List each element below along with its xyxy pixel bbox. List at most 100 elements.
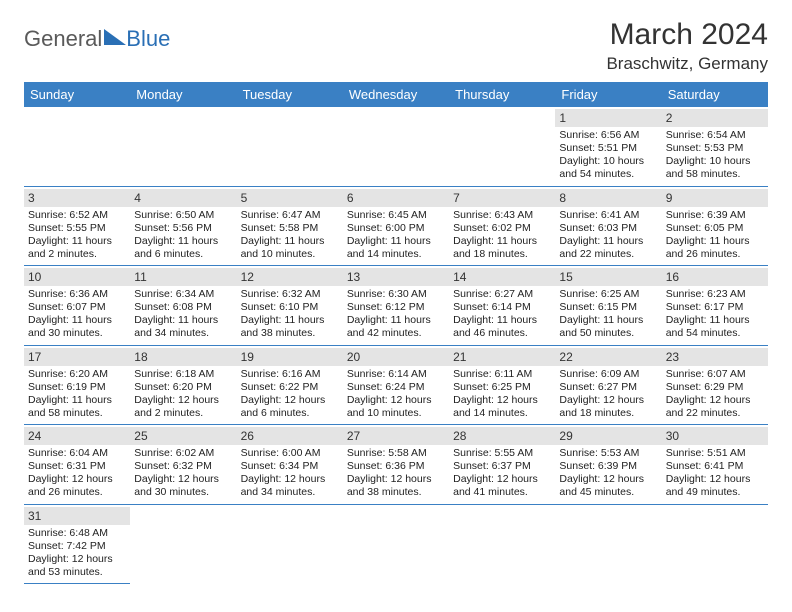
daylight-text: Daylight: 12 hours and 26 minutes. <box>28 473 126 499</box>
day-details: Sunrise: 6:09 AMSunset: 6:27 PMDaylight:… <box>559 368 657 421</box>
calendar-cell: 9Sunrise: 6:39 AMSunset: 6:05 PMDaylight… <box>662 186 768 266</box>
daylight-text: Daylight: 12 hours and 49 minutes. <box>666 473 764 499</box>
sunset-text: Sunset: 6:08 PM <box>134 301 232 314</box>
sunrise-text: Sunrise: 6:45 AM <box>347 209 445 222</box>
weekday-header: Friday <box>555 82 661 107</box>
daylight-text: Daylight: 12 hours and 41 minutes. <box>453 473 551 499</box>
sunset-text: Sunset: 5:56 PM <box>134 222 232 235</box>
day-number: 27 <box>343 427 449 445</box>
sunset-text: Sunset: 5:51 PM <box>559 142 657 155</box>
sunrise-text: Sunrise: 6:41 AM <box>559 209 657 222</box>
calendar-cell: 27 Sunrise: 5:58 AMSunset: 6:36 PMDayligh… <box>343 425 449 505</box>
calendar-cell <box>130 504 236 584</box>
daylight-text: Daylight: 11 hours and 38 minutes. <box>241 314 339 340</box>
daylight-text: Daylight: 11 hours and 58 minutes. <box>28 394 126 420</box>
day-number: 23 <box>662 348 768 366</box>
day-details: Sunrise: 6:14 AMSunset: 6:24 PMDaylight:… <box>347 368 445 421</box>
day-number: 20 <box>343 348 449 366</box>
daylight-text: Daylight: 12 hours and 22 minutes. <box>666 394 764 420</box>
day-number: 26 <box>237 427 343 445</box>
calendar-cell <box>449 504 555 584</box>
sunset-text: Sunset: 6:10 PM <box>241 301 339 314</box>
sunrise-text: Sunrise: 5:51 AM <box>666 447 764 460</box>
calendar-cell: 18Sunrise: 6:18 AMSunset: 6:20 PMDayligh… <box>130 345 236 425</box>
calendar-cell: 23 Sunrise: 6:07 AMSunset: 6:29 PMDayligh… <box>662 345 768 425</box>
daylight-text: Daylight: 11 hours and 22 minutes. <box>559 235 657 261</box>
sunrise-text: Sunrise: 6:25 AM <box>559 288 657 301</box>
day-number: 1 <box>555 109 661 127</box>
calendar-cell: 25Sunrise: 6:02 AMSunset: 6:32 PMDayligh… <box>130 425 236 505</box>
daylight-text: Daylight: 12 hours and 30 minutes. <box>134 473 232 499</box>
sunset-text: Sunset: 6:39 PM <box>559 460 657 473</box>
day-number: 5 <box>237 189 343 207</box>
calendar-cell: 7Sunrise: 6:43 AMSunset: 6:02 PMDaylight… <box>449 186 555 266</box>
sunset-text: Sunset: 7:42 PM <box>28 540 126 553</box>
day-number: 17 <box>24 348 130 366</box>
sunset-text: Sunset: 6:31 PM <box>28 460 126 473</box>
day-details: Sunrise: 6:02 AMSunset: 6:32 PMDaylight:… <box>134 447 232 500</box>
calendar-cell: 30Sunrise: 5:51 AMSunset: 6:41 PMDayligh… <box>662 425 768 505</box>
sunset-text: Sunset: 5:55 PM <box>28 222 126 235</box>
sunrise-text: Sunrise: 6:18 AM <box>134 368 232 381</box>
calendar-cell <box>237 107 343 186</box>
calendar-cell: 19Sunrise: 6:16 AMSunset: 6:22 PMDayligh… <box>237 345 343 425</box>
sunset-text: Sunset: 6:00 PM <box>347 222 445 235</box>
sunset-text: Sunset: 6:32 PM <box>134 460 232 473</box>
sunrise-text: Sunrise: 6:11 AM <box>453 368 551 381</box>
daylight-text: Daylight: 11 hours and 42 minutes. <box>347 314 445 340</box>
location-label: Braschwitz, Germany <box>606 54 768 74</box>
sunrise-text: Sunrise: 5:58 AM <box>347 447 445 460</box>
calendar-week-row: 31Sunrise: 6:48 AMSunset: 7:42 PMDayligh… <box>24 504 768 584</box>
day-details: Sunrise: 6:23 AMSunset: 6:17 PMDaylight:… <box>666 288 764 341</box>
day-number: 9 <box>662 189 768 207</box>
calendar-cell: 15Sunrise: 6:25 AMSunset: 6:15 PMDayligh… <box>555 266 661 346</box>
daylight-text: Daylight: 11 hours and 30 minutes. <box>28 314 126 340</box>
calendar-body: 1Sunrise: 6:56 AMSunset: 5:51 PMDaylight… <box>24 107 768 584</box>
logo-text-blue: Blue <box>126 26 170 52</box>
sunrise-text: Sunrise: 6:07 AM <box>666 368 764 381</box>
page-header: General Blue March 2024 Braschwitz, Germ… <box>24 18 768 74</box>
day-details: Sunrise: 6:07 AMSunset: 6:29 PMDaylight:… <box>666 368 764 421</box>
day-number: 2 <box>662 109 768 127</box>
day-number: 15 <box>555 268 661 286</box>
daylight-text: Daylight: 11 hours and 54 minutes. <box>666 314 764 340</box>
weekday-header: Sunday <box>24 82 130 107</box>
sunset-text: Sunset: 6:14 PM <box>453 301 551 314</box>
calendar-cell: 31Sunrise: 6:48 AMSunset: 7:42 PMDayligh… <box>24 504 130 584</box>
calendar-week-row: 10Sunrise: 6:36 AMSunset: 6:07 PMDayligh… <box>24 266 768 346</box>
sunrise-text: Sunrise: 6:48 AM <box>28 527 126 540</box>
sunset-text: Sunset: 6:22 PM <box>241 381 339 394</box>
sunset-text: Sunset: 6:36 PM <box>347 460 445 473</box>
daylight-text: Daylight: 11 hours and 50 minutes. <box>559 314 657 340</box>
day-details: Sunrise: 5:55 AMSunset: 6:37 PMDaylight:… <box>453 447 551 500</box>
sunset-text: Sunset: 6:12 PM <box>347 301 445 314</box>
calendar-cell <box>237 504 343 584</box>
sunrise-text: Sunrise: 6:50 AM <box>134 209 232 222</box>
day-details: Sunrise: 6:11 AMSunset: 6:25 PMDaylight:… <box>453 368 551 421</box>
calendar-week-row: 1Sunrise: 6:56 AMSunset: 5:51 PMDaylight… <box>24 107 768 186</box>
title-block: March 2024 Braschwitz, Germany <box>606 18 768 74</box>
day-number: 16 <box>662 268 768 286</box>
weekday-header: Saturday <box>662 82 768 107</box>
daylight-text: Daylight: 11 hours and 46 minutes. <box>453 314 551 340</box>
calendar-cell <box>555 504 661 584</box>
daylight-text: Daylight: 12 hours and 34 minutes. <box>241 473 339 499</box>
calendar-cell: 4Sunrise: 6:50 AMSunset: 5:56 PMDaylight… <box>130 186 236 266</box>
weekday-header: Thursday <box>449 82 555 107</box>
calendar-cell: 29Sunrise: 5:53 AMSunset: 6:39 PMDayligh… <box>555 425 661 505</box>
day-number: 4 <box>130 189 236 207</box>
day-number: 13 <box>343 268 449 286</box>
calendar-cell: 16 Sunrise: 6:23 AMSunset: 6:17 PMDayligh… <box>662 266 768 346</box>
day-details: Sunrise: 6:36 AMSunset: 6:07 PMDaylight:… <box>28 288 126 341</box>
sunrise-text: Sunrise: 6:39 AM <box>666 209 764 222</box>
daylight-text: Daylight: 11 hours and 34 minutes. <box>134 314 232 340</box>
daylight-text: Daylight: 12 hours and 18 minutes. <box>559 394 657 420</box>
sunrise-text: Sunrise: 6:02 AM <box>134 447 232 460</box>
daylight-text: Daylight: 12 hours and 53 minutes. <box>28 553 126 579</box>
day-details: Sunrise: 5:58 AMSunset: 6:36 PMDaylight:… <box>347 447 445 500</box>
day-details: Sunrise: 6:16 AMSunset: 6:22 PMDaylight:… <box>241 368 339 421</box>
calendar-page: General Blue March 2024 Braschwitz, Germ… <box>0 0 792 602</box>
sunrise-text: Sunrise: 6:32 AM <box>241 288 339 301</box>
day-details: Sunrise: 5:53 AMSunset: 6:39 PMDaylight:… <box>559 447 657 500</box>
brand-logo: General Blue <box>24 26 170 52</box>
